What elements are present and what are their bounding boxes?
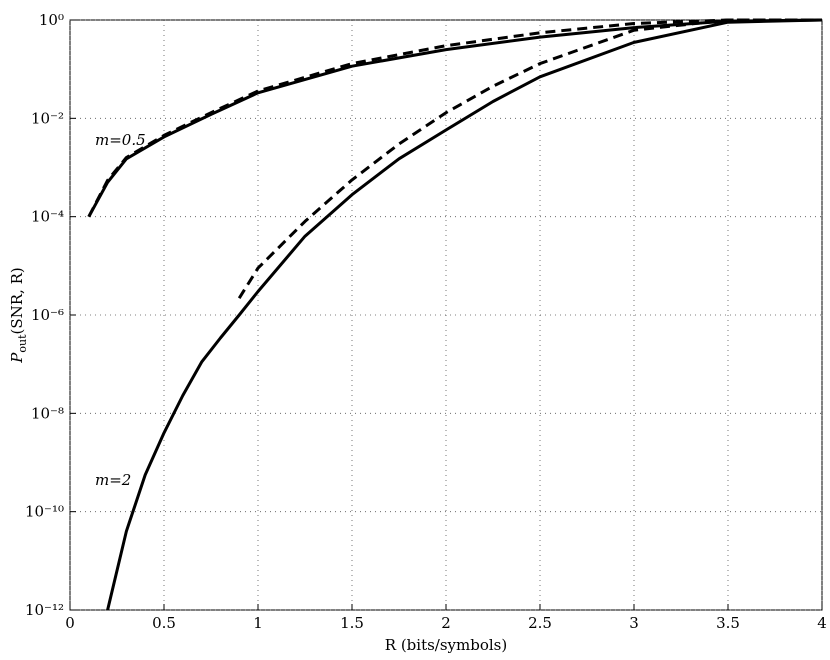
x-tick-label: 2 xyxy=(441,614,451,632)
x-tick-label: 0.5 xyxy=(152,614,176,632)
x-tick-label: 2.5 xyxy=(528,614,552,632)
x-axis-label: R (bits/symbols) xyxy=(385,636,507,654)
y-tick-label: 10⁻⁸ xyxy=(31,404,64,422)
annotation: m=0.5 xyxy=(95,131,146,149)
y-tick-label: 10⁻¹⁰ xyxy=(25,503,64,521)
y-tick-label: 10⁻⁴ xyxy=(31,208,64,226)
x-tick-label: 1 xyxy=(253,614,263,632)
y-tick-label: 10⁻⁶ xyxy=(31,306,64,324)
x-tick-label: 3.5 xyxy=(716,614,740,632)
y-label-sub: out xyxy=(16,334,29,353)
y-axis-label: Pout(SNR, R) xyxy=(8,267,29,363)
y-label-rest: (SNR, R) xyxy=(8,267,26,334)
x-tick-label: 0 xyxy=(65,614,75,632)
y-tick-label: 10⁻¹² xyxy=(25,601,64,619)
y-tick-label: 10⁻² xyxy=(31,109,64,127)
curve xyxy=(237,18,822,299)
curve xyxy=(106,18,823,611)
x-tick-label: 1.5 xyxy=(340,614,364,632)
y-tick-label: 10⁰ xyxy=(39,11,64,29)
x-tick-label: 4 xyxy=(817,614,827,632)
curve xyxy=(87,18,822,218)
annotation: m=2 xyxy=(95,471,131,489)
y-label-main: P xyxy=(8,352,26,364)
x-tick-label: 3 xyxy=(629,614,639,632)
